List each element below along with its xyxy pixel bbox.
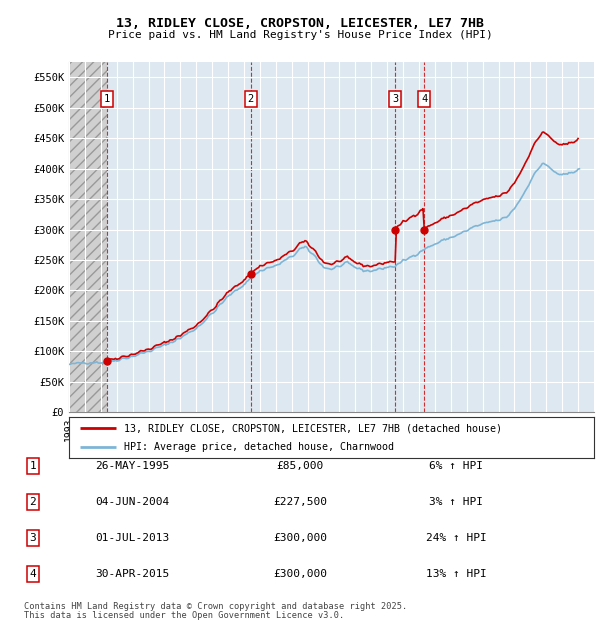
Text: £227,500: £227,500 — [273, 497, 327, 507]
Bar — [69, 62, 107, 412]
Text: £300,000: £300,000 — [273, 533, 327, 543]
Text: 30-APR-2015: 30-APR-2015 — [95, 569, 169, 579]
Text: £300,000: £300,000 — [273, 569, 327, 579]
Text: 01-JUL-2013: 01-JUL-2013 — [95, 533, 169, 543]
Text: This data is licensed under the Open Government Licence v3.0.: This data is licensed under the Open Gov… — [24, 611, 344, 619]
Text: 1: 1 — [104, 94, 110, 104]
Text: 4: 4 — [421, 94, 427, 104]
Text: 3: 3 — [392, 94, 398, 104]
Text: 3: 3 — [29, 533, 37, 543]
Text: 1: 1 — [29, 461, 37, 471]
Text: HPI: Average price, detached house, Charnwood: HPI: Average price, detached house, Char… — [124, 441, 394, 452]
Text: 4: 4 — [29, 569, 37, 579]
Text: Price paid vs. HM Land Registry's House Price Index (HPI): Price paid vs. HM Land Registry's House … — [107, 30, 493, 40]
Text: 13, RIDLEY CLOSE, CROPSTON, LEICESTER, LE7 7HB (detached house): 13, RIDLEY CLOSE, CROPSTON, LEICESTER, L… — [124, 423, 502, 433]
Text: 26-MAY-1995: 26-MAY-1995 — [95, 461, 169, 471]
Text: 2: 2 — [248, 94, 254, 104]
Text: 3% ↑ HPI: 3% ↑ HPI — [429, 497, 483, 507]
Text: 13% ↑ HPI: 13% ↑ HPI — [425, 569, 487, 579]
Text: 04-JUN-2004: 04-JUN-2004 — [95, 497, 169, 507]
Text: 2: 2 — [29, 497, 37, 507]
Text: £85,000: £85,000 — [277, 461, 323, 471]
Text: 24% ↑ HPI: 24% ↑ HPI — [425, 533, 487, 543]
Text: 6% ↑ HPI: 6% ↑ HPI — [429, 461, 483, 471]
Text: 13, RIDLEY CLOSE, CROPSTON, LEICESTER, LE7 7HB: 13, RIDLEY CLOSE, CROPSTON, LEICESTER, L… — [116, 17, 484, 30]
Text: Contains HM Land Registry data © Crown copyright and database right 2025.: Contains HM Land Registry data © Crown c… — [24, 602, 407, 611]
